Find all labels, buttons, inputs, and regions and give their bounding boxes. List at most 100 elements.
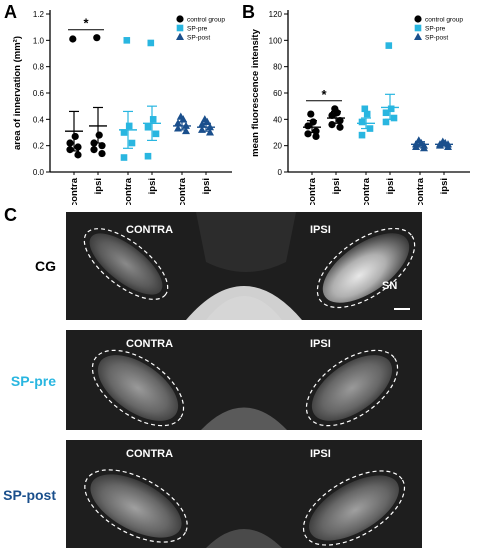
charta-ytick-label: 0.0 — [33, 168, 45, 177]
chartb-sp-pre-point — [387, 105, 395, 113]
charta-control-group-point — [69, 35, 77, 43]
charta-legend-sp-post-marker — [176, 32, 184, 40]
charta-control-group-point — [98, 149, 106, 158]
charta-ylabel: area of innervation (mm²) — [12, 36, 23, 150]
chartb-control-group-point — [328, 121, 336, 129]
charta-ytick-label: 0.6 — [33, 89, 45, 98]
chartb-ytick-label: 0 — [278, 168, 283, 177]
charta-xtick-label: ipsi — [147, 178, 158, 194]
charta-ytick-label: 1.2 — [33, 10, 45, 19]
chartb-ytick-label: 100 — [269, 36, 283, 45]
charta-sp-pre-point — [128, 139, 136, 147]
panel-c-letter: C — [4, 205, 17, 225]
charta-sp-post-point — [198, 120, 206, 128]
chartb-sp-pre-point — [382, 109, 390, 117]
charta-sp-post-point — [179, 115, 188, 123]
charta-xtick-label: ipsi — [93, 178, 104, 194]
chartb-legend-sp-pre-marker — [414, 24, 422, 32]
sp-pre-contra-label: CONTRA — [126, 338, 174, 350]
chartb-control-group-point — [328, 111, 336, 119]
chartb-xtick-label: ipsi — [385, 178, 396, 194]
chartb-control-group-point — [304, 130, 312, 138]
charta-legend-sp-post-label: SP-post — [187, 35, 210, 42]
chartb-legend-control-group-marker — [414, 15, 422, 23]
chart-a: 0.0 0.2 0.4 0.6 0.8 1.0 1.2 area of innervation… — [12, 10, 232, 205]
micrograph-sp-pre-image — [91, 349, 399, 430]
row-label-sp-pre: SP-pre — [10, 373, 56, 389]
charta-sp-pre-point — [147, 39, 155, 47]
charta-sp-post-point — [174, 119, 182, 127]
charta-sp-pre-point — [152, 130, 160, 138]
chartb-sp-post-point — [444, 142, 452, 150]
charta-sp-pre-point — [120, 154, 128, 161]
micrograph-cg: CONTRA IPSI SN — [66, 212, 422, 320]
chartb-control-group-point — [336, 117, 344, 125]
charta-ytick-label: 1.0 — [33, 36, 45, 45]
chartb-ytick-label: 120 — [269, 10, 283, 19]
panel-b-letter: B — [242, 2, 255, 22]
micrograph-sp-post-image — [84, 469, 406, 548]
charta-sp-pre-point — [149, 116, 157, 123]
cg-ipsi-label: IPSI — [310, 224, 331, 236]
panel-a-letter: A — [4, 2, 17, 22]
chartb-sp-pre-point — [358, 131, 366, 139]
charta-control-group-point — [74, 151, 82, 159]
charta-legend-sp-pre-label: SP-pre — [187, 26, 208, 33]
micrograph-cg-image — [83, 212, 416, 320]
sp-pre-ipsi-label: IPSI — [310, 338, 331, 350]
chartb-legend-sp-post-marker — [414, 32, 422, 40]
chartb-ytick-label: 60 — [273, 89, 282, 98]
charta-control-group-point — [95, 131, 103, 139]
charta-legend-control-group-label: control group — [187, 17, 225, 24]
charta-sp-pre-point — [123, 37, 131, 44]
chartb-legend-sp-pre-label: SP-pre — [425, 26, 446, 33]
charta-sp-post-point — [206, 128, 214, 136]
chartb-xtick-label: contra — [361, 177, 372, 205]
chartb-legend-sp-post-label: SP-post — [425, 35, 448, 42]
chart-b: 0 20 40 60 80 100 120 mean fluorescence intensi… — [250, 10, 470, 205]
charta-sp-pre-point — [144, 152, 152, 160]
charta-ytick-label: 0.8 — [33, 63, 45, 72]
charta-control-group-point — [98, 142, 106, 150]
chartb-xtick-label: ipsi — [331, 178, 342, 194]
charta-xtick-label: contra — [69, 177, 80, 205]
charta-significance-label: * — [83, 16, 89, 31]
chartb-control-group-point — [336, 123, 344, 131]
cg-contra-label: CONTRA — [126, 224, 174, 236]
charta-control-group-point — [93, 34, 101, 42]
chartb-ytick-label: 80 — [273, 63, 282, 72]
charta-control-group-point — [66, 146, 74, 154]
charta-ytick-label: 0.4 — [33, 115, 45, 124]
chartb-ytick-label: 20 — [273, 142, 282, 151]
charta-xtick-label: contra — [123, 177, 134, 205]
cg-sn-label: SN — [382, 280, 398, 292]
chartb-significance-label: * — [321, 87, 327, 102]
chartb-xtick-label: ipsi — [439, 178, 450, 194]
charta-sp-post-point — [182, 126, 190, 135]
charta-control-group-point — [74, 143, 82, 151]
chartb-sp-pre-point — [385, 42, 393, 49]
chartb-sp-post-point — [420, 144, 428, 152]
chartb-xtick-label: contra — [415, 177, 426, 205]
charta-control-group-point — [66, 139, 74, 147]
chartb-control-group-point — [312, 132, 320, 141]
charta-legend-control-group-marker — [176, 15, 184, 23]
charta-sp-pre-point — [125, 122, 133, 130]
charta-control-group-point — [90, 146, 98, 154]
chartb-sp-pre-point — [390, 114, 398, 122]
charta-legend-sp-pre-marker — [176, 24, 184, 32]
chartb-sp-pre-point — [361, 105, 369, 113]
charta-ytick-label: 0.2 — [33, 142, 45, 151]
chartb-xtick-label: contra — [307, 177, 318, 205]
chartb-sp-pre-point — [358, 118, 366, 126]
chartb-control-group-point — [307, 110, 315, 118]
chartb-ytick-label: 40 — [273, 115, 282, 124]
charta-sp-pre-point — [120, 129, 128, 136]
chartb-sp-pre-point — [363, 110, 371, 118]
micrograph-sp-pre: CONTRA IPSI — [66, 330, 422, 430]
charta-xtick-label: contra — [177, 177, 188, 205]
micrograph-sp-post: CONTRA IPSI — [66, 440, 422, 548]
charta-sp-pre-point — [144, 123, 152, 131]
sp-post-contra-label: CONTRA — [126, 448, 174, 460]
row-label-sp-post: SP-post — [3, 487, 56, 503]
